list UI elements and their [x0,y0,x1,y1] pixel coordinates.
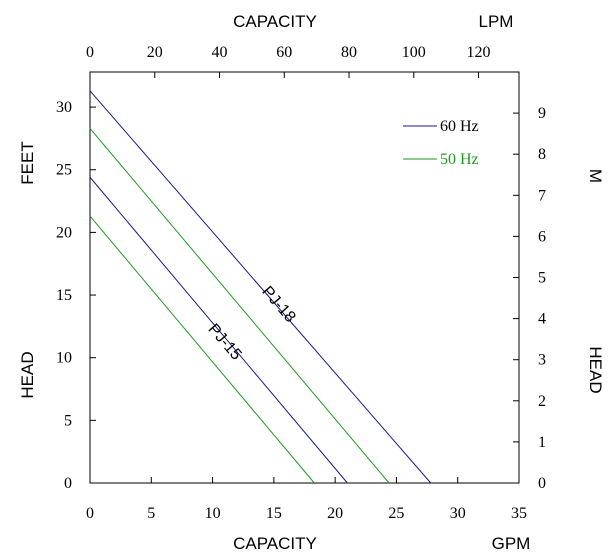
right-tick-label: 4 [538,311,546,328]
top-axis-unit: LPM [479,12,514,31]
bottom-axis-title: CAPACITY [233,534,317,553]
tick-labels: 0 5 10 15 20 25 30 350 20 40 60 80 100 12005101520253… [56,44,546,522]
right-tick-label: 7 [538,187,546,204]
series-line-4 [89,215,315,484]
right-tick-label: 0 [538,475,546,492]
bottom-axis-unit: GPM [492,534,531,553]
top-tick-label: 60 [276,44,292,61]
top-axis-title: CAPACITY [233,12,317,31]
right-tick-label: 2 [538,393,546,410]
right-tick-label: 3 [538,352,546,369]
top-tick-label: 120 [467,44,491,61]
left-axis-label-bottom: HEAD [18,351,37,398]
left-tick-label: 15 [56,287,72,304]
right-axis-label-bottom: HEAD [586,346,605,393]
series-line-1 [89,90,432,484]
top-tick-label: 100 [402,44,426,61]
left-tick-label: 25 [56,162,72,179]
series-line-2 [89,128,390,484]
left-tick-label: 10 [56,350,72,367]
right-tick-label: 9 [538,105,546,122]
legend-label-2: 50 Hz [440,151,479,168]
right-tick-label: 6 [538,228,546,245]
left-tick-label: 20 [56,224,72,241]
legend: 60 Hz 50 Hz [403,118,479,168]
right-tick-label: 8 [538,146,546,163]
left-tick-label: 0 [64,475,72,492]
top-tick-label: 80 [341,44,357,61]
curve-annotations: PJ-18 PJ-15 [204,283,298,363]
bottom-tick-label: 25 [388,505,404,522]
bottom-tick-label: 10 [205,505,221,522]
legend-label-1: 60 Hz [440,118,479,135]
bottom-tick-label: 5 [147,505,155,522]
top-tick-label: 40 [212,44,228,61]
bottom-tick-label: 30 [450,505,466,522]
right-axis-label-top: M [586,169,605,183]
top-tick-label: 0 [86,44,94,61]
top-tick-label: 20 [147,44,163,61]
tick-marks [89,72,520,484]
left-axis-label-top: FEET [18,141,37,184]
bottom-tick-label: 20 [327,505,343,522]
right-tick-label: 5 [538,270,546,287]
curve-label-2: PJ-15 [204,321,244,364]
bottom-tick-label: 0 [86,505,94,522]
left-tick-label: 5 [64,412,72,429]
series-line-3 [89,176,348,484]
bottom-tick-label: 15 [266,505,282,522]
left-tick-label: 30 [56,99,72,116]
curve-label-1: PJ-18 [258,283,298,326]
bottom-tick-label: 35 [511,505,527,522]
right-tick-label: 1 [538,434,546,451]
series-lines [89,90,432,484]
